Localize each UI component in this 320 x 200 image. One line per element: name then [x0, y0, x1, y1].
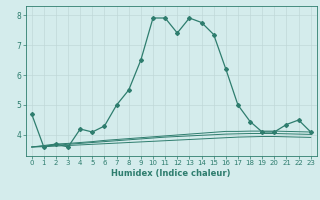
X-axis label: Humidex (Indice chaleur): Humidex (Indice chaleur)	[111, 169, 231, 178]
